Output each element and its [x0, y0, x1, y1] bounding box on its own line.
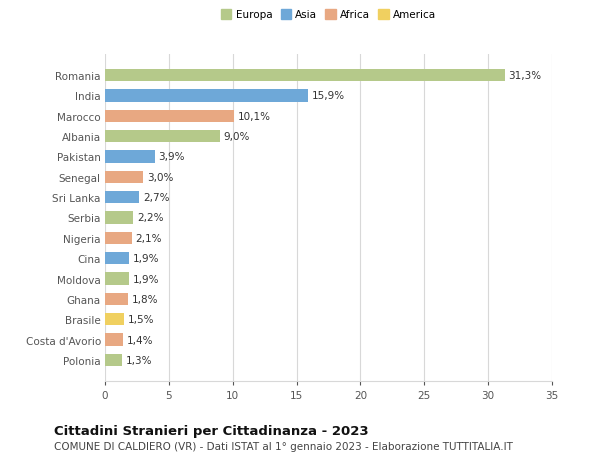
Text: 1,9%: 1,9%: [133, 254, 160, 263]
Bar: [105, 192, 139, 204]
Text: 1,5%: 1,5%: [128, 314, 154, 325]
Text: 1,4%: 1,4%: [127, 335, 153, 345]
Bar: [105, 131, 220, 143]
Text: 1,3%: 1,3%: [125, 355, 152, 365]
Bar: [105, 111, 234, 123]
Text: 15,9%: 15,9%: [312, 91, 345, 101]
Bar: [105, 252, 129, 265]
Bar: [105, 313, 124, 325]
Text: 3,0%: 3,0%: [147, 173, 173, 182]
Text: 10,1%: 10,1%: [238, 112, 271, 122]
Text: 1,9%: 1,9%: [133, 274, 160, 284]
Bar: [105, 171, 143, 184]
Text: 31,3%: 31,3%: [509, 71, 542, 81]
Bar: [105, 70, 505, 82]
Text: COMUNE DI CALDIERO (VR) - Dati ISTAT al 1° gennaio 2023 - Elaborazione TUTTITALI: COMUNE DI CALDIERO (VR) - Dati ISTAT al …: [54, 441, 513, 451]
Text: 2,2%: 2,2%: [137, 213, 163, 223]
Bar: [105, 354, 122, 366]
Bar: [105, 334, 123, 346]
Bar: [105, 151, 155, 163]
Bar: [105, 232, 132, 244]
Text: Cittadini Stranieri per Cittadinanza - 2023: Cittadini Stranieri per Cittadinanza - 2…: [54, 424, 368, 437]
Bar: [105, 293, 128, 305]
Text: 9,0%: 9,0%: [224, 132, 250, 142]
Text: 3,9%: 3,9%: [158, 152, 185, 162]
Text: 1,8%: 1,8%: [132, 294, 158, 304]
Bar: [105, 273, 129, 285]
Bar: [105, 212, 133, 224]
Bar: [105, 90, 308, 102]
Text: 2,1%: 2,1%: [136, 233, 162, 243]
Text: 2,7%: 2,7%: [143, 193, 170, 203]
Legend: Europa, Asia, Africa, America: Europa, Asia, Africa, America: [219, 8, 438, 22]
